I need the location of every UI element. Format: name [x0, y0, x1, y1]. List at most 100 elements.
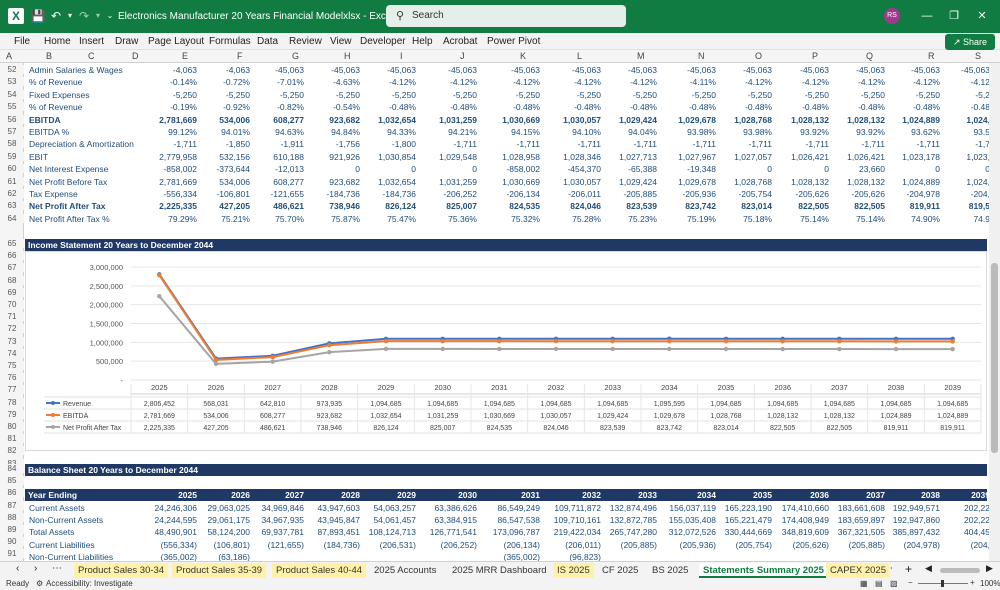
table-cell[interactable]: 93.98%: [687, 127, 716, 137]
table-cell[interactable]: 75.14%: [800, 213, 829, 224]
table-cell[interactable]: 94.01%: [221, 127, 250, 137]
row-number[interactable]: 74: [0, 348, 24, 358]
table-cell[interactable]: -5,250: [391, 89, 416, 100]
table-cell[interactable]: -106,801: [216, 189, 250, 199]
row-number[interactable]: 84: [0, 464, 24, 473]
table-cell[interactable]: (206,252): [440, 539, 477, 550]
row-number[interactable]: 76: [0, 373, 24, 383]
row-number[interactable]: 88: [0, 512, 24, 522]
zoom-level[interactable]: 100%: [980, 579, 1000, 588]
table-cell[interactable]: 819,911: [909, 201, 940, 212]
table-cell[interactable]: -0.48%: [802, 102, 829, 113]
table-cell[interactable]: -1,800: [391, 139, 416, 150]
table-cell[interactable]: -204,978: [906, 189, 940, 199]
table-cell[interactable]: 109,711,872: [554, 503, 601, 513]
table-cell[interactable]: -858,002: [163, 164, 197, 175]
table-cell[interactable]: -5,250: [225, 89, 250, 100]
table-cell[interactable]: -1,711: [805, 139, 829, 150]
row-number[interactable]: 66: [0, 251, 24, 261]
table-cell[interactable]: 1,026,421: [791, 151, 829, 162]
table-cell[interactable]: 58,124,200: [207, 527, 250, 538]
table-cell[interactable]: 608,277: [273, 114, 304, 125]
table-cell[interactable]: 265,747,280: [609, 527, 657, 538]
vertical-scrollbar[interactable]: [989, 63, 1000, 561]
column-header-b[interactable]: B: [46, 51, 53, 61]
table-cell[interactable]: 824,046: [570, 201, 601, 212]
table-cell[interactable]: 1,029,678: [678, 176, 716, 187]
table-cell[interactable]: -0.48%: [389, 102, 416, 113]
sheet-tab[interactable]: Statements Summary 2025: [699, 563, 828, 578]
table-cell[interactable]: 534,006: [219, 114, 250, 125]
column-header-i[interactable]: I: [400, 51, 403, 61]
table-cell[interactable]: -0.19%: [170, 102, 197, 113]
table-cell[interactable]: 1,030,057: [563, 114, 601, 125]
table-cell[interactable]: 99.12%: [168, 127, 197, 137]
page-break-icon[interactable]: ▧: [890, 579, 898, 588]
row-number[interactable]: 77: [0, 385, 24, 395]
table-cell[interactable]: (121,655): [267, 539, 304, 550]
table-cell[interactable]: -5,250: [691, 89, 716, 100]
scroll-thumb[interactable]: [991, 263, 998, 453]
table-cell[interactable]: -4.12%: [630, 77, 657, 88]
table-cell[interactable]: 348,819,609: [781, 527, 829, 538]
table-cell[interactable]: -1,711: [453, 139, 477, 150]
menu-draw[interactable]: Draw: [115, 36, 139, 47]
column-header-m[interactable]: M: [637, 51, 645, 61]
table-cell[interactable]: 427,205: [219, 201, 250, 212]
table-cell[interactable]: -0.14%: [170, 77, 197, 88]
table-cell[interactable]: -1,7: [975, 139, 990, 150]
table-cell[interactable]: 825,007: [446, 201, 477, 212]
table-cell[interactable]: -0.48: [970, 102, 990, 113]
table-cell[interactable]: 0: [411, 164, 416, 175]
table-cell[interactable]: -205,626: [795, 189, 829, 199]
table-cell[interactable]: -5,250: [804, 89, 829, 100]
row-number[interactable]: 82: [0, 446, 24, 456]
table-cell[interactable]: 29,063,025: [207, 503, 250, 513]
add-sheet-icon[interactable]: +: [905, 562, 913, 576]
table-cell[interactable]: -45,063: [448, 65, 477, 75]
table-cell[interactable]: -45,063: [275, 65, 304, 75]
table-cell[interactable]: 94.10%: [572, 127, 601, 137]
table-cell[interactable]: -4.63%: [333, 77, 360, 88]
sheet-tab[interactable]: BS 2025: [652, 565, 689, 576]
table-cell[interactable]: 75.28%: [572, 213, 601, 224]
income-chart[interactable]: 3,000,000 2,500,000 2,000,000 1,500,000 1,00…: [25, 251, 987, 451]
table-cell[interactable]: -5,250: [632, 89, 657, 100]
column-header-d[interactable]: D: [132, 51, 139, 61]
table-cell[interactable]: -1,711: [173, 139, 197, 150]
table-cell[interactable]: 1,030,669: [502, 114, 540, 125]
table-cell[interactable]: 75.70%: [275, 213, 304, 224]
table-cell[interactable]: -0.54%: [333, 102, 360, 113]
row-number[interactable]: 61: [0, 176, 24, 186]
menu-file[interactable]: File: [14, 36, 31, 47]
table-cell[interactable]: 2,781,669: [159, 114, 197, 125]
row-number[interactable]: 58: [0, 139, 24, 149]
table-cell[interactable]: 824,535: [509, 201, 540, 212]
sheet-tab[interactable]: 2025 MRR Dashboard: [452, 565, 547, 576]
table-cell[interactable]: 823,014: [741, 201, 772, 212]
table-cell[interactable]: 174,410,660: [781, 503, 829, 513]
table-cell[interactable]: -45,063: [743, 65, 772, 75]
table-cell[interactable]: -373,644: [216, 164, 250, 175]
table-cell[interactable]: 202,22: [964, 515, 990, 526]
table-cell[interactable]: -1,711: [577, 139, 601, 150]
search-box[interactable]: ⚲ Search: [386, 5, 626, 27]
table-cell[interactable]: (206,134): [503, 539, 540, 550]
table-cell[interactable]: (204,978): [903, 539, 940, 550]
table-cell[interactable]: -12,013: [275, 164, 304, 175]
zoom-out-icon[interactable]: −: [908, 578, 913, 587]
table-cell[interactable]: -1,711: [748, 139, 772, 150]
table-cell[interactable]: -0.48%: [450, 102, 477, 113]
row-number[interactable]: 56: [0, 114, 24, 124]
table-cell[interactable]: -0.48%: [913, 102, 940, 113]
table-cell[interactable]: -7.01%: [277, 77, 304, 88]
table-cell[interactable]: 75.14%: [856, 213, 885, 224]
table-cell[interactable]: -5,250: [335, 89, 360, 100]
table-cell[interactable]: -204,: [970, 189, 990, 199]
table-cell[interactable]: 1,030,057: [563, 176, 601, 187]
menu-help[interactable]: Help: [412, 36, 433, 47]
column-header-p[interactable]: P: [812, 51, 819, 61]
table-cell[interactable]: 608,277: [273, 176, 304, 187]
table-cell[interactable]: 75.47%: [387, 213, 416, 224]
table-cell[interactable]: (106,801): [213, 539, 250, 550]
